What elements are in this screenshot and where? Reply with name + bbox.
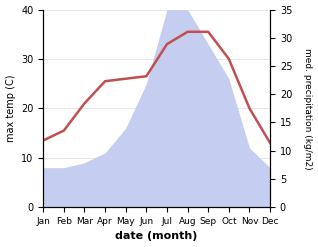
X-axis label: date (month): date (month)	[115, 231, 198, 242]
Y-axis label: med. precipitation (kg/m2): med. precipitation (kg/m2)	[303, 48, 313, 169]
Y-axis label: max temp (C): max temp (C)	[5, 75, 16, 142]
